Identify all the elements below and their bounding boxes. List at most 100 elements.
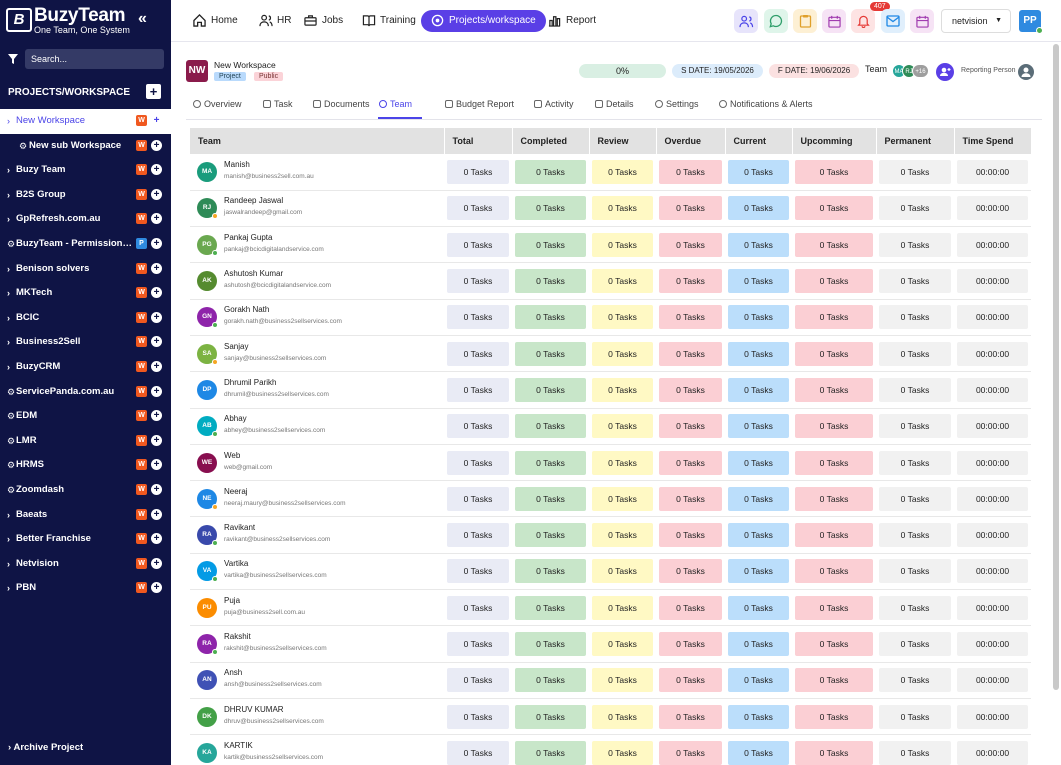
overdue-tasks-value[interactable]: 0 Tasks <box>659 269 722 294</box>
overdue-tasks-value[interactable]: 0 Tasks <box>659 668 722 693</box>
sidebar-item[interactable]: › B2S Group W + <box>0 183 171 208</box>
overdue-tasks-value[interactable]: 0 Tasks <box>659 341 722 366</box>
sidebar-item[interactable]: ⚙ EDM W + <box>0 404 171 429</box>
upcoming-tasks-value[interactable]: 0 Tasks <box>795 377 873 402</box>
completed-tasks-value[interactable]: 0 Tasks <box>515 740 586 765</box>
chat-toolbar-button[interactable] <box>764 9 788 33</box>
table-row[interactable]: RA Ravikant ravikant@business2sellservices… <box>190 516 1031 554</box>
user-avatar[interactable]: PP <box>1019 10 1043 34</box>
nav-home[interactable]: Home <box>191 10 238 32</box>
add-subitem-button[interactable]: + <box>151 360 162 372</box>
current-tasks-value[interactable]: 0 Tasks <box>728 232 789 257</box>
overdue-tasks-value[interactable]: 0 Tasks <box>659 486 722 511</box>
review-tasks-value[interactable]: 0 Tasks <box>592 595 653 620</box>
overdue-tasks-value[interactable]: 0 Tasks <box>659 305 722 330</box>
add-subitem-button[interactable]: + <box>151 262 162 274</box>
current-tasks-value[interactable]: 0 Tasks <box>728 559 789 584</box>
upcoming-tasks-value[interactable]: 0 Tasks <box>795 740 873 765</box>
current-tasks-value[interactable]: 0 Tasks <box>728 377 789 402</box>
review-tasks-value[interactable]: 0 Tasks <box>592 523 653 548</box>
table-row[interactable]: SA Sanjay sanjay@business2sellservices.com… <box>190 335 1031 373</box>
sidebar-item[interactable]: ⚙BuzyTeam - Permission & S... P + <box>0 232 171 257</box>
permanent-tasks-value[interactable]: 0 Tasks <box>879 523 951 548</box>
current-tasks-value[interactable]: 0 Tasks <box>728 450 789 475</box>
nav-report[interactable]: Report <box>546 10 596 32</box>
notifications-button[interactable] <box>851 9 875 33</box>
sidebar-item[interactable]: › New Workspace W + <box>0 109 171 134</box>
current-tasks-value[interactable]: 0 Tasks <box>728 668 789 693</box>
calendar-toolbar-button[interactable] <box>822 9 846 33</box>
team-toolbar-button[interactable] <box>734 9 758 33</box>
permanent-tasks-value[interactable]: 0 Tasks <box>879 159 951 184</box>
reporting-person-avatar[interactable] <box>1018 64 1034 80</box>
completed-tasks-value[interactable]: 0 Tasks <box>515 668 586 693</box>
search-input[interactable] <box>25 49 164 69</box>
permanent-tasks-value[interactable]: 0 Tasks <box>879 341 951 366</box>
overdue-tasks-value[interactable]: 0 Tasks <box>659 740 722 765</box>
total-tasks-value[interactable]: 0 Tasks <box>447 559 509 584</box>
sidebar-item[interactable]: › Baeats W + <box>0 503 171 528</box>
nav-jobs[interactable]: Jobs <box>302 10 343 32</box>
review-tasks-value[interactable]: 0 Tasks <box>592 704 653 729</box>
member-avatar[interactable]: AK <box>197 271 217 292</box>
current-tasks-value[interactable]: 0 Tasks <box>728 269 789 294</box>
overdue-tasks-value[interactable]: 0 Tasks <box>659 232 722 257</box>
permanent-tasks-value[interactable]: 0 Tasks <box>879 595 951 620</box>
add-project-button[interactable]: + <box>146 84 161 99</box>
tab-task[interactable]: Task <box>262 94 293 119</box>
current-tasks-value[interactable]: 0 Tasks <box>728 305 789 330</box>
upcoming-tasks-value[interactable]: 0 Tasks <box>795 632 873 656</box>
scrollbar[interactable] <box>1053 44 1059 690</box>
tab-details[interactable]: Details <box>594 94 634 119</box>
sidebar-item[interactable]: ⚙ New sub Workspace W + <box>0 134 171 159</box>
archive-project-link[interactable]: › Archive Project <box>8 742 84 753</box>
table-row[interactable]: RJ Randeep Jaswal jaswalrandeep@gmail.com 0… <box>190 190 1031 228</box>
member-avatar[interactable]: VA <box>197 561 218 583</box>
add-subitem-button[interactable]: + <box>151 508 162 520</box>
add-subitem-button[interactable]: + <box>151 188 162 200</box>
add-subitem-button[interactable]: + <box>151 533 162 545</box>
total-tasks-value[interactable]: 0 Tasks <box>447 523 509 548</box>
add-subitem-button[interactable]: + <box>151 311 162 323</box>
add-subitem-button[interactable]: + <box>151 557 162 569</box>
permanent-tasks-value[interactable]: 0 Tasks <box>879 377 951 402</box>
member-avatar[interactable]: RA <box>197 525 218 547</box>
total-tasks-value[interactable]: 0 Tasks <box>447 269 509 294</box>
table-row[interactable]: MA Manish manish@business2sell.com.au 0 Tas… <box>190 154 1031 191</box>
tab-team[interactable]: Team <box>378 94 423 119</box>
total-tasks-value[interactable]: 0 Tasks <box>447 341 509 366</box>
tab-budget-report[interactable]: Budget Report <box>444 94 514 119</box>
overdue-tasks-value[interactable]: 0 Tasks <box>659 595 722 620</box>
table-row[interactable]: AB Abhay abhey@business2sellservices.com 0 … <box>190 408 1031 445</box>
overdue-tasks-value[interactable]: 0 Tasks <box>659 377 722 402</box>
sidebar-item[interactable]: › Benison solvers W + <box>0 257 171 282</box>
sidebar-item[interactable]: › GpRefresh.com.au W + <box>0 207 171 232</box>
upcoming-tasks-value[interactable]: 0 Tasks <box>795 450 873 475</box>
overdue-tasks-value[interactable]: 0 Tasks <box>659 159 722 184</box>
add-subitem-button[interactable]: + <box>151 139 162 151</box>
upcoming-tasks-value[interactable]: 0 Tasks <box>795 414 873 439</box>
overdue-tasks-value[interactable]: 0 Tasks <box>659 704 722 729</box>
upcoming-tasks-value[interactable]: 0 Tasks <box>795 704 873 729</box>
total-tasks-value[interactable]: 0 Tasks <box>447 450 509 475</box>
sidebar-item[interactable]: › Buzy Team W + <box>0 158 171 183</box>
add-subitem-button[interactable]: + <box>151 483 162 495</box>
review-tasks-value[interactable]: 0 Tasks <box>592 341 653 366</box>
permanent-tasks-value[interactable]: 0 Tasks <box>879 486 951 511</box>
current-tasks-value[interactable]: 0 Tasks <box>728 632 789 656</box>
upcoming-tasks-value[interactable]: 0 Tasks <box>795 269 873 294</box>
permanent-tasks-value[interactable]: 0 Tasks <box>879 704 951 729</box>
completed-tasks-value[interactable]: 0 Tasks <box>515 450 586 475</box>
member-avatar[interactable]: NE <box>197 488 218 510</box>
total-tasks-value[interactable]: 0 Tasks <box>447 704 509 729</box>
member-avatar[interactable]: AB <box>197 416 218 438</box>
table-row[interactable]: AN Ansh ansh@business2sellservices.com 0 Ta… <box>190 662 1031 699</box>
sidebar-item[interactable]: › Business2Sell W + <box>0 330 171 355</box>
overdue-tasks-value[interactable]: 0 Tasks <box>659 632 722 656</box>
review-tasks-value[interactable]: 0 Tasks <box>592 450 653 475</box>
filter-icon[interactable] <box>8 54 18 64</box>
review-tasks-value[interactable]: 0 Tasks <box>592 159 653 184</box>
team-more-badge[interactable]: +16 <box>912 64 929 78</box>
current-tasks-value[interactable]: 0 Tasks <box>728 595 789 620</box>
sidebar-item[interactable]: ⚙ HRMS W + <box>0 453 171 478</box>
